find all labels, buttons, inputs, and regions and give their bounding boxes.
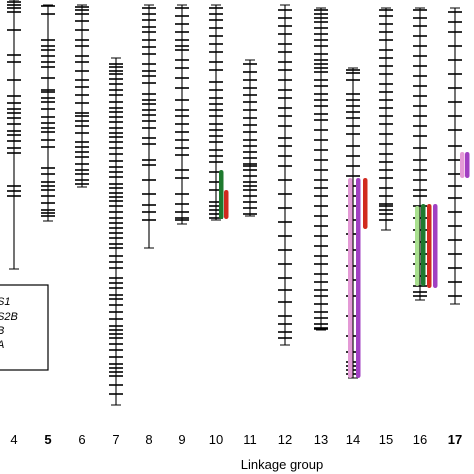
group-label-12: 12 [278, 432, 292, 447]
linkage-group-9 [175, 4, 189, 225]
linkage-group-17 [448, 7, 462, 305]
qtl-bars [219, 152, 470, 378]
qtl-bar-group-16 [421, 204, 426, 286]
linkage-group-16 [413, 7, 427, 301]
group-label-8: 8 [145, 432, 152, 447]
legend-entry-s1: S1 [0, 296, 10, 308]
linkage-group-12 [278, 4, 292, 346]
linkage-group-5 [41, 4, 55, 222]
qtl-bar-group-17 [465, 152, 470, 178]
group-label-6: 6 [78, 432, 85, 447]
qtl-bar-group-10 [219, 170, 224, 219]
group-label-5: 5 [44, 432, 51, 447]
qtl-bar-group-16 [415, 206, 420, 286]
linkage-group-8 [142, 4, 156, 249]
group-label-13: 13 [314, 432, 328, 447]
chromosome-groups [7, 0, 462, 406]
group-label-10: 10 [209, 432, 223, 447]
group-label-17: 17 [448, 432, 462, 447]
legend-entry-a: A [0, 339, 4, 351]
qtl-bar-group-14 [348, 178, 353, 378]
legend: S1 S2B B A [0, 284, 49, 371]
group-label-9: 9 [178, 432, 185, 447]
linkage-group-labels: 4 5 6 7 8 9 10 11 12 13 14 15 16 17 [10, 432, 462, 447]
legend-entry-s2b: S2B [0, 311, 18, 323]
group-label-4: 4 [10, 432, 17, 447]
group-label-16: 16 [413, 432, 427, 447]
qtl-bar-group-14 [356, 178, 361, 378]
x-axis-title: Linkage group [241, 457, 323, 472]
legend-box [0, 284, 49, 371]
linkage-group-6 [75, 4, 89, 188]
qtl-bar-group-17 [460, 152, 465, 178]
qtl-bar-group-14 [363, 178, 368, 229]
linkage-group-15 [379, 7, 393, 231]
linkage-group-4 [7, 0, 21, 270]
linkage-group-13 [314, 7, 328, 331]
qtl-bar-group-16 [427, 204, 432, 288]
group-label-7: 7 [112, 432, 119, 447]
qtl-bar-group-16 [433, 204, 438, 288]
qtl-bar-group-10 [224, 190, 229, 219]
legend-entry-b: B [0, 325, 4, 337]
linkage-group-11 [243, 59, 257, 217]
linkage-group-7 [109, 57, 123, 406]
linkage-group-10 [209, 4, 223, 221]
group-label-11: 11 [243, 432, 257, 447]
group-label-14: 14 [346, 432, 360, 447]
group-label-15: 15 [379, 432, 393, 447]
